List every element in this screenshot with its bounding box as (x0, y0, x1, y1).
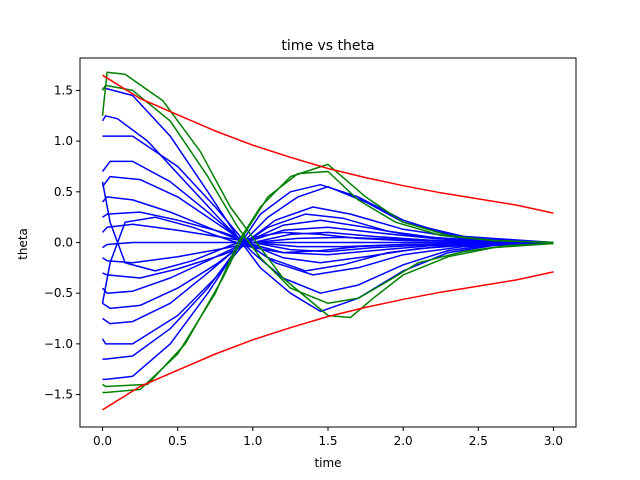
series-line-6 (102, 87, 554, 313)
x-tick-label: 1.5 (318, 434, 337, 448)
y-tick-label: 1.0 (54, 134, 73, 148)
series-line-20 (101, 206, 554, 345)
y-tick-label: 0.0 (54, 236, 73, 250)
plot-area (101, 71, 554, 411)
x-tick-label: 0.5 (168, 434, 187, 448)
series-line-22 (102, 183, 554, 381)
series-line-2 (101, 71, 554, 319)
x-axis-label: time (314, 456, 341, 470)
chart-title: time vs theta (281, 38, 374, 54)
series-line-0 (102, 74, 554, 214)
x-tick-label: 0.0 (93, 434, 112, 448)
x-tick-label: 2.0 (394, 434, 413, 448)
series-line-5 (102, 170, 554, 388)
y-axis-label: theta (16, 228, 30, 260)
y-tick-label: 1.5 (54, 83, 73, 97)
x-axis-ticks: 0.0 0.5 1.0 1.5 2.0 2.5 3.0 (93, 427, 563, 448)
x-tick-label: 2.5 (469, 434, 488, 448)
x-tick-label: 3.0 (544, 434, 563, 448)
y-tick-label: 0.5 (54, 185, 73, 199)
y-axis-ticks: −1.5 −1.0 −0.5 0.0 0.5 1.0 1.5 (44, 83, 80, 402)
x-tick-label: 1.0 (243, 434, 262, 448)
y-tick-label: −0.5 (44, 286, 73, 300)
y-tick-label: −1.0 (44, 337, 73, 351)
series-line-11 (101, 196, 554, 256)
series-line-1 (102, 271, 554, 411)
y-tick-label: −1.5 (44, 388, 73, 402)
